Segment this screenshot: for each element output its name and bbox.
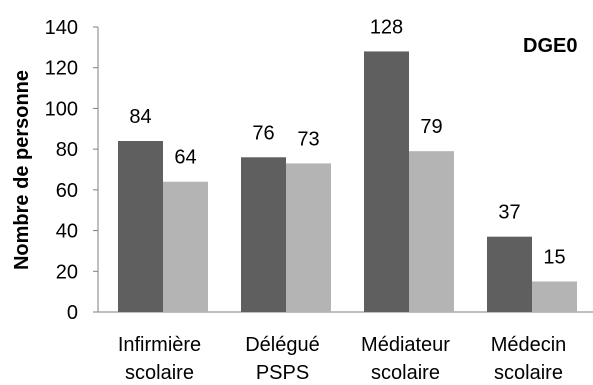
x-category-label: scolaire: [371, 362, 440, 384]
data-label: 79: [420, 116, 442, 138]
bar-series-2: [163, 181, 208, 312]
bar-series-2: [532, 281, 577, 312]
y-tick-label: 100: [45, 98, 78, 120]
y-tick-label: 120: [45, 58, 78, 80]
bar-series-2: [286, 163, 331, 312]
y-axis-title: Nombre de personne: [11, 70, 33, 270]
data-label: 128: [370, 16, 403, 38]
x-category-label: Médiateur: [361, 334, 450, 356]
y-tick-label: 140: [45, 17, 78, 39]
y-tick-label: 0: [67, 302, 78, 324]
chart-annotation: DGE0: [523, 35, 577, 57]
x-category-label: scolaire: [494, 362, 563, 384]
data-label: 64: [174, 147, 196, 169]
bar-series-1: [118, 141, 163, 312]
x-category-label: scolaire: [125, 362, 194, 384]
bar-series-2: [409, 151, 454, 312]
data-label: 73: [297, 128, 319, 150]
y-tick-label: 60: [56, 180, 78, 202]
x-category-label: Médecin: [491, 334, 567, 356]
y-tick-label: 20: [56, 261, 78, 283]
x-category-label: Infirmière: [118, 334, 201, 356]
bar-series-1: [487, 236, 532, 312]
data-label: 37: [498, 202, 520, 224]
x-category-label: Délégué: [245, 334, 320, 356]
x-category-label: PSPS: [256, 362, 309, 384]
y-tick-label: 40: [56, 221, 78, 243]
y-tick-label: 80: [56, 139, 78, 161]
data-label: 84: [129, 106, 151, 128]
data-label: 76: [252, 122, 274, 144]
bar-series-1: [364, 51, 409, 313]
data-label: 15: [543, 246, 565, 268]
bar-series-1: [241, 157, 286, 312]
